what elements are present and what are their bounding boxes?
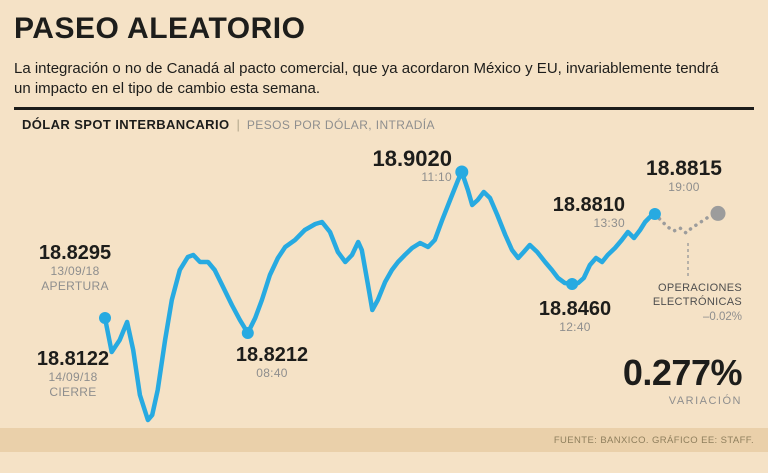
variation-caption: VARIACIÓN [668, 395, 742, 407]
label-1240: 18.8460 12:40 [520, 299, 630, 335]
apertura-caption: APERTURA [41, 279, 109, 293]
price-1900: 18.8815 [646, 157, 722, 180]
page-subtitle: La integración o no de Canadá al pacto c… [14, 59, 764, 100]
variation-value: 0.277% [622, 352, 743, 393]
time-1900: 19:00 [668, 180, 700, 195]
price-1330: 18.8810 [552, 194, 625, 216]
label-apertura: 18.8295 13/09/18 APERTURA [20, 243, 130, 294]
label-1900: 18.8815 19:00 [628, 157, 740, 195]
header-separator: | [236, 117, 240, 132]
header-rule [14, 107, 754, 110]
point-marker-1110 [455, 165, 469, 179]
point-marker-1330 [648, 208, 661, 220]
electronic-line-2: ELECTRÓNICAS [652, 296, 742, 309]
point-marker-apertura [99, 312, 111, 324]
price-1240: 18.8460 [538, 298, 612, 320]
point-marker-0840 [241, 327, 254, 339]
page-title: PASEO ALEATORIO [14, 12, 306, 45]
series-name: DÓLAR SPOT INTERBANCARIO [22, 117, 230, 132]
time-1240: 12:40 [559, 320, 591, 334]
cierre-value: 18.8122 [36, 348, 110, 370]
apertura-date: 13/09/18 [50, 264, 100, 278]
electronic-pct: –0.02% [702, 310, 742, 323]
label-electronic-operations: OPERACIONES ELECTRÓNICAS –0.02% [600, 281, 742, 323]
time-0840: 08:40 [256, 366, 288, 380]
label-cierre: 18.8122 14/09/18 CIERRE [18, 349, 128, 400]
series-operaciones-electronicas [653, 211, 720, 235]
point-marker-1900 [710, 205, 726, 221]
point-marker-1240 [566, 278, 579, 290]
series-description: PESOS POR DÓLAR, INTRADÍA [246, 118, 435, 132]
label-variation: 0.277% VARIACIÓN [540, 352, 743, 408]
subtitle-line-2: un impacto en el tipo de cambio esta sem… [14, 80, 321, 98]
label-0840: 18.8212 08:40 [222, 345, 322, 381]
footer-bar: FUENTE: BANXICO. GRÁFICO EE: STAFF. [0, 428, 768, 452]
chart-header: DÓLAR SPOT INTERBANCARIO | PESOS POR DÓLAR… [22, 117, 435, 132]
cierre-date: 14/09/18 [48, 370, 98, 384]
subtitle-line-1: La integración o no de Canadá al pacto c… [14, 60, 719, 77]
price-0840: 18.8212 [235, 344, 309, 366]
label-1330: 18.8810 13:30 [510, 195, 625, 231]
time-1330: 13:30 [593, 216, 625, 230]
label-1110: 18.9020 11:10 [340, 147, 452, 185]
price-1110: 18.9020 [372, 146, 452, 171]
source-credit: FUENTE: BANXICO. GRÁFICO EE: STAFF. [553, 435, 754, 446]
apertura-value: 18.8295 [38, 242, 112, 264]
electronic-line-1: OPERACIONES [658, 282, 742, 294]
time-1110: 11:10 [421, 170, 452, 185]
cierre-caption: CIERRE [49, 385, 97, 399]
